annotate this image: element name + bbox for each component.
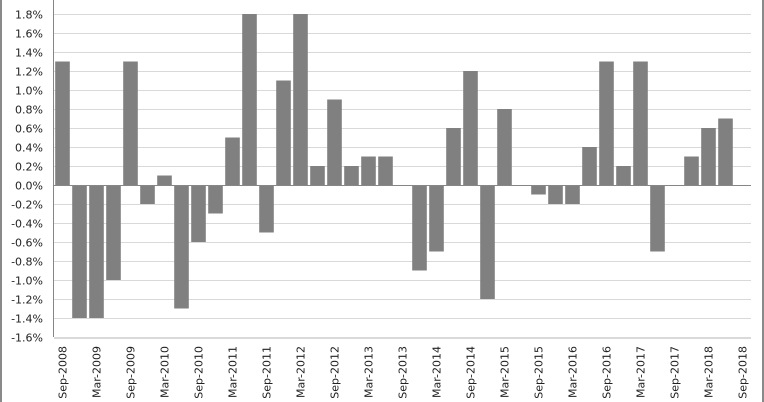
y-tick-label: 0.4% — [15, 142, 43, 155]
bar — [429, 185, 444, 252]
bar — [378, 156, 393, 185]
x-tick-label: Sep-2018 — [737, 346, 750, 399]
x-tick-label: Sep-2017 — [669, 346, 682, 399]
x-tick-label: Sep-2010 — [193, 346, 206, 399]
y-tick-label: -0.6% — [11, 237, 43, 250]
bar — [599, 61, 614, 185]
bar — [446, 128, 461, 185]
y-tick-label: -1.4% — [11, 313, 43, 326]
y-tick-label: 0.2% — [15, 161, 43, 174]
bar — [191, 185, 206, 242]
y-tick-label: -0.8% — [11, 256, 43, 269]
bar — [582, 147, 597, 185]
bar — [480, 185, 495, 299]
y-tick-label: 1.6% — [15, 28, 43, 41]
x-tick-label: Mar-2017 — [635, 346, 648, 398]
bar — [276, 80, 291, 185]
axis-lines — [53, 0, 751, 339]
bar — [242, 14, 257, 185]
bar — [140, 185, 155, 204]
x-tick-label: Mar-2012 — [295, 346, 308, 398]
bar — [208, 185, 223, 214]
y-axis: 1.8% 1.6% 1.4% 1.2% 1.0% 0.8% 0.6% 0.4% 0.2% 0.0%… — [11, 9, 43, 345]
y-tick-label: 0.8% — [15, 104, 43, 117]
bar — [106, 185, 121, 280]
bar — [684, 156, 699, 185]
y-tick-label: 0.0% — [15, 180, 43, 193]
bar — [89, 185, 104, 318]
x-tick-label: Sep-2011 — [261, 346, 274, 399]
x-tick-label: Mar-2016 — [567, 346, 580, 398]
bar — [412, 185, 427, 271]
bar — [616, 166, 631, 185]
bar — [344, 166, 359, 185]
y-tick-label: -1.0% — [11, 275, 43, 288]
bar — [55, 61, 70, 185]
bar — [718, 118, 733, 185]
bar — [650, 185, 665, 252]
x-tick-label: Sep-2013 — [397, 346, 410, 399]
x-tick-label: Sep-2015 — [533, 346, 546, 399]
x-tick-label: Sep-2014 — [465, 346, 478, 399]
y-tick-label: -0.4% — [11, 218, 43, 231]
x-tick-label: Mar-2015 — [499, 346, 512, 398]
bar — [123, 61, 138, 185]
y-tick-label: -1.6% — [11, 332, 43, 345]
bar — [548, 185, 563, 204]
x-tick-label: Mar-2011 — [227, 346, 240, 398]
y-tick-label: 0.6% — [15, 123, 43, 136]
bars — [55, 14, 733, 318]
bar — [463, 71, 478, 185]
bar — [225, 137, 240, 185]
x-tick-label: Sep-2008 — [57, 346, 70, 399]
x-tick-label: Sep-2012 — [329, 346, 342, 399]
bar — [310, 166, 325, 185]
x-axis: Sep-2008 Mar-2009 Sep-2009 Mar-2010 Sep-2010… — [57, 346, 750, 399]
bar — [361, 156, 376, 185]
x-tick-label: Mar-2018 — [703, 346, 716, 398]
bar — [72, 185, 87, 318]
x-tick-label: Mar-2014 — [431, 346, 444, 398]
bar — [531, 185, 546, 195]
bar — [259, 185, 274, 233]
y-tick-label: 1.4% — [15, 47, 43, 60]
bar — [565, 185, 580, 204]
bar — [174, 185, 189, 309]
bar — [497, 109, 512, 185]
bar — [157, 175, 172, 185]
x-tick-label: Sep-2009 — [125, 346, 138, 399]
bar — [293, 14, 308, 185]
bar — [701, 128, 716, 185]
y-tick-label: 1.0% — [15, 85, 43, 98]
x-tick-label: Mar-2013 — [363, 346, 376, 398]
x-tick-label: Mar-2009 — [91, 346, 104, 398]
y-tick-label: -1.2% — [11, 294, 43, 307]
gridlines — [54, 14, 751, 338]
x-tick-label: Sep-2016 — [601, 346, 614, 399]
bar — [327, 99, 342, 185]
x-tick-label: Mar-2010 — [159, 346, 172, 398]
y-tick-label: -0.2% — [11, 199, 43, 212]
y-tick-label: 1.8% — [15, 9, 43, 22]
bar — [633, 61, 648, 185]
y-tick-label: 1.2% — [15, 66, 43, 79]
